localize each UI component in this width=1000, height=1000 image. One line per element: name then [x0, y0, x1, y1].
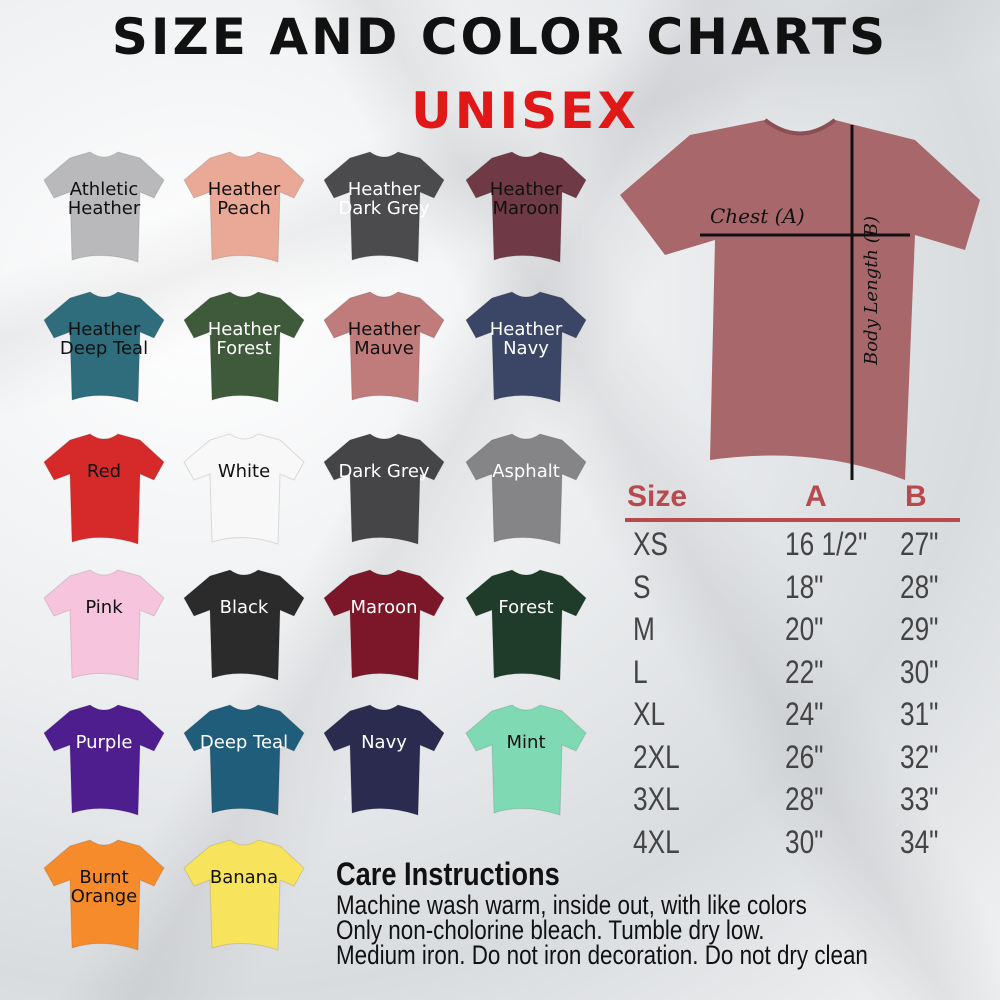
color-name: Heather Navy	[489, 319, 563, 359]
size-cell: XS	[633, 526, 669, 562]
length-cell: 34"	[900, 823, 939, 860]
size-table: Size A B XS 16 1/2" 27" S 18" 28" M 20" 29" L 22" 3…	[625, 480, 960, 862]
size-cell: XL	[633, 696, 666, 732]
color-swatch-heather-deep-teal: Heather Deep Teal	[42, 290, 166, 410]
chest-cell: 22"	[785, 653, 824, 690]
color-swatch-heather-forest: Heather Forest	[182, 290, 306, 410]
color-name: Heather Maroon	[489, 179, 563, 219]
color-name: Mint	[506, 732, 546, 753]
color-name: Forest	[498, 597, 554, 618]
chest-cell: 26"	[785, 738, 824, 775]
color-name: Heather Peach	[207, 179, 281, 219]
color-swatch-athletic-heather: Athletic Heather	[42, 150, 166, 270]
color-name: Pink	[85, 597, 123, 618]
length-cell: 28"	[900, 568, 939, 605]
size-row: 2XL 26" 32"	[625, 735, 960, 778]
care-line: Medium iron. Do not iron decoration. Do …	[336, 940, 868, 970]
size-cell: M	[633, 611, 655, 647]
color-swatch-deep-teal: Deep Teal	[182, 703, 306, 823]
color-swatch-forest: Forest	[464, 568, 588, 688]
size-row: XL 24" 31"	[625, 692, 960, 735]
size-cell: 3XL	[633, 781, 680, 817]
color-name: Heather Mauve	[347, 319, 421, 359]
color-swatch-banana: Banana	[182, 838, 306, 958]
header-b: B	[905, 480, 927, 513]
care-instructions: Care Instructions Machine wash warm, ins…	[336, 856, 977, 970]
care-line: Only non-cholorine bleach. Tumble dry lo…	[336, 915, 765, 945]
care-line: Machine wash warm, inside out, with like…	[336, 890, 807, 920]
color-name: Black	[219, 597, 269, 618]
size-row: M 20" 29"	[625, 607, 960, 650]
color-name: Heather Deep Teal	[59, 319, 149, 359]
color-swatch-red: Red	[42, 432, 166, 552]
size-cell: S	[633, 568, 651, 605]
color-swatch-burnt-orange: Burnt Orange	[42, 838, 166, 958]
header-a: A	[805, 480, 827, 513]
color-swatch-mint: Mint	[464, 703, 588, 823]
length-cell: 33"	[900, 781, 939, 817]
size-table-header: Size A B	[625, 480, 960, 522]
color-swatch-navy: Navy	[322, 703, 446, 823]
size-row: L 22" 30"	[625, 650, 960, 693]
color-swatch-black: Black	[182, 568, 306, 688]
size-row: XS 16 1/2" 27"	[625, 522, 960, 565]
size-row: 3XL 28" 33"	[625, 777, 960, 820]
length-cell: 29"	[900, 611, 939, 647]
size-cell: L	[633, 653, 648, 690]
color-name: Heather Forest	[207, 319, 281, 359]
color-name: Athletic Heather	[67, 179, 141, 219]
color-swatch-heather-dark-grey: Heather Dark Grey	[322, 150, 446, 270]
color-swatch-dark-grey: Dark Grey	[322, 432, 446, 552]
color-name: Maroon	[350, 597, 418, 618]
chest-cell: 28"	[785, 781, 824, 817]
color-name: Burnt Orange	[70, 867, 138, 907]
color-swatch-heather-maroon: Heather Maroon	[464, 150, 588, 270]
body-length-label: Body Length (B)	[861, 216, 882, 366]
color-name: Banana	[209, 867, 279, 888]
size-row: 4XL 30" 34"	[625, 820, 960, 863]
chest-cell: 18"	[785, 568, 824, 605]
color-name: Dark Grey	[338, 461, 430, 482]
chest-cell: 24"	[785, 696, 824, 732]
header-size: Size	[627, 480, 688, 513]
size-row: S 18" 28"	[625, 565, 960, 608]
length-cell: 30"	[900, 653, 939, 690]
length-cell: 31"	[900, 696, 939, 732]
length-cell: 27"	[900, 526, 939, 562]
page-subtitle: UNISEX	[411, 82, 639, 140]
color-name: Red	[86, 461, 122, 482]
care-title: Care Instructions	[336, 856, 560, 892]
length-cell: 32"	[900, 738, 939, 775]
chest-cell: 30"	[785, 823, 824, 860]
chest-cell: 16 1/2"	[785, 526, 868, 562]
color-swatch-asphalt: Asphalt	[464, 432, 588, 552]
color-name: Heather Dark Grey	[338, 179, 430, 219]
color-swatch-heather-navy: Heather Navy	[464, 290, 588, 410]
color-swatch-pink: Pink	[42, 568, 166, 688]
chest-cell: 20"	[785, 611, 824, 647]
size-cell: 2XL	[633, 738, 680, 775]
page-title: SIZE AND COLOR CHARTS	[111, 8, 889, 66]
color-swatch-purple: Purple	[42, 703, 166, 823]
size-diagram-shirt: Chest (A) Body Length (B)	[615, 115, 985, 485]
color-name: Deep Teal	[199, 732, 289, 753]
size-cell: 4XL	[633, 823, 680, 860]
color-name: White	[217, 461, 271, 482]
chest-label: Chest (A)	[710, 204, 805, 228]
color-name: Asphalt	[492, 461, 560, 482]
color-name: Navy	[361, 732, 407, 753]
color-swatch-white: White	[182, 432, 306, 552]
color-name: Purple	[75, 732, 133, 753]
color-swatch-maroon: Maroon	[322, 568, 446, 688]
color-swatch-heather-peach: Heather Peach	[182, 150, 306, 270]
color-swatch-heather-mauve: Heather Mauve	[322, 290, 446, 410]
